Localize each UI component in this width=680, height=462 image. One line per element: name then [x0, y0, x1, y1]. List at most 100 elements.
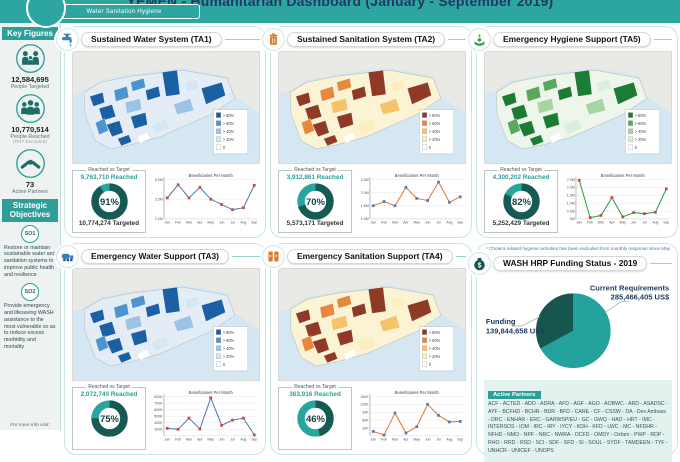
latrine-icon [262, 244, 285, 268]
svg-text:0: 0 [223, 362, 226, 367]
svg-text:Jun: Jun [219, 221, 225, 225]
yemen-choropleth-map: > 80% > 60% > 40% > 20% 0 [278, 51, 466, 164]
svg-text:60K: 60K [362, 418, 369, 422]
panel-ta1: Sustained Water System (TA1) > 80% > 60% > … [56, 26, 266, 238]
header-rule [650, 262, 672, 264]
svg-text:Jul: Jul [230, 221, 235, 225]
handshake-icon [0, 148, 60, 179]
svg-text:150K: 150K [360, 395, 369, 399]
key-figure-2: 73 Active Partners [0, 148, 60, 195]
header-rule [653, 38, 672, 40]
yemen-choropleth-map: > 80% > 60% > 40% > 20% 0 [484, 51, 672, 164]
reached-vs-target-box: Reached vs Target 3,912,861 Reached 70% 5,5… [278, 167, 352, 233]
funding-value: 139,844,658 US$ [486, 327, 545, 336]
svg-text:Beneficiaries Per Month: Beneficiaries Per Month [395, 173, 440, 178]
svg-text:May: May [207, 221, 214, 225]
svg-text:2.0M: 2.0M [361, 191, 369, 195]
svg-text:600K: 600K [154, 408, 163, 412]
reached-vs-target-box: Reached vs Target 4,300,202 Reached 82% 5,2… [484, 167, 558, 233]
svg-text:Feb: Feb [175, 221, 181, 225]
svg-text:75%: 75% [99, 414, 119, 425]
svg-text:Aug: Aug [652, 221, 658, 225]
map-legend: > 80% > 60% > 40% > 20% 0 [419, 326, 455, 372]
strategic-objective-1: SO1 Restore or maintain sustainable water… [0, 224, 60, 279]
gauge-box-title: Reached vs Target [86, 384, 132, 390]
svg-text:> 40%: > 40% [635, 129, 647, 134]
svg-text:> 40%: > 40% [429, 346, 441, 351]
funding-pie-area: Current Requirements 285,466,405 US$ Fundi… [484, 274, 672, 378]
svg-text:500K: 500K [154, 414, 163, 418]
svg-text:Jun: Jun [425, 221, 431, 225]
svg-text:Mar: Mar [598, 221, 605, 225]
svg-text:Sep: Sep [457, 438, 463, 442]
monthly-chart-area: 0M 0.5M 1.0M 1.5M 2.0M 2.5M Beneficiaries Per … [562, 167, 672, 233]
svg-text:70%: 70% [305, 197, 325, 208]
header-rule [224, 38, 260, 40]
svg-text:Apr: Apr [609, 221, 615, 225]
svg-text:0.5M: 0.5M [567, 209, 575, 213]
sidebar-footer-note: For more info visit: [10, 423, 50, 428]
svg-text:Aug: Aug [240, 221, 246, 225]
svg-text:Jan: Jan [370, 438, 376, 442]
panel-title: Emergency Water Support (TA3) [81, 248, 229, 264]
svg-text:> 20%: > 20% [429, 354, 441, 359]
svg-text:700K: 700K [154, 401, 163, 405]
svg-text:5.0M: 5.0M [155, 178, 163, 182]
beneficiaries-per-month-chart: 0M 0.5M 1.0M 1.5M 2.0M 2.5M Beneficiaries Per … [567, 173, 670, 225]
yemen-choropleth-map: > 80% > 60% > 40% > 20% 0 [72, 51, 260, 164]
active-partners-heading: Active Partners [488, 391, 541, 399]
header-rule [455, 255, 466, 257]
key-figure-value: 73 [25, 180, 35, 190]
svg-text:Feb: Feb [381, 438, 387, 442]
svg-text:Feb: Feb [381, 221, 387, 225]
svg-text:Jul: Jul [436, 438, 441, 442]
header-rule [231, 255, 260, 257]
svg-text:3.5M: 3.5M [155, 197, 163, 201]
panel-bottom-row: Reached vs Target 363,916 Reached 46% 30K 60… [278, 384, 466, 450]
svg-text:0: 0 [635, 145, 638, 150]
panel-title: Sustained Sanitation System (TA2) [287, 31, 446, 47]
people-group-icon [0, 93, 60, 124]
svg-text:May: May [619, 221, 626, 225]
key-figure-1: 10,770,514 People Reached (RRT Excluded) [0, 93, 60, 145]
key-figure-label: Active Partners [12, 189, 48, 196]
panel-ta2: Sustained Sanitation System (TA2) > 80% > … [262, 26, 472, 238]
strategic-objective-2: SO2 Provide emergency and lifesaving WASH… [0, 282, 60, 351]
svg-text:> 60%: > 60% [223, 121, 235, 126]
svg-text:82%: 82% [511, 197, 531, 208]
targeted-value: 5,252,429 Targeted [492, 220, 550, 227]
panel-title: Sustained Water System (TA1) [81, 31, 222, 47]
svg-text:90K: 90K [362, 411, 369, 415]
svg-text:800K: 800K [154, 395, 163, 399]
svg-text:0M: 0M [570, 217, 575, 221]
svg-text:> 20%: > 20% [635, 137, 647, 142]
svg-text:Beneficiaries Per Month: Beneficiaries Per Month [395, 390, 440, 395]
so-text: Restore or maintain sustainable water an… [4, 244, 56, 279]
svg-text:Feb: Feb [587, 221, 593, 225]
reached-donut-gauge: 46% [296, 400, 334, 437]
svg-text:Jul: Jul [436, 221, 441, 225]
so-badge: SO2 [21, 282, 39, 301]
targeted-value: 10,774,274 Targeted [78, 220, 140, 227]
panel-header: Emergency Water Support (TA3) [56, 244, 260, 268]
yemen-choropleth-map: > 80% > 60% > 40% > 20% 0 [278, 268, 466, 381]
hygiene-hand-icon [468, 27, 491, 51]
funding-label: Funding [486, 317, 516, 326]
active-partners-box: Active Partners ACF - ACTED - ADO - ADRA … [484, 380, 672, 462]
key-figures-heading: Key Figures [2, 27, 58, 41]
reached-vs-target-box: Reached vs Target 2,072,740 Reached 75% [72, 384, 146, 450]
svg-text:Sep: Sep [251, 438, 257, 442]
gauge-box-title: Reached vs Target [498, 167, 544, 173]
beneficiaries-per-month-chart: 1.0M 1.5M 2.0M 2.5M Beneficiaries Per Month J… [361, 173, 464, 225]
svg-text:Aug: Aug [240, 438, 246, 442]
svg-text:> 60%: > 60% [635, 121, 647, 126]
header-rule [448, 38, 466, 40]
svg-text:Sep: Sep [663, 221, 669, 225]
key-figures-list: 12,584,695 People Targeted 10,770,514 Peopl… [0, 43, 60, 195]
svg-text:Apr: Apr [197, 438, 203, 442]
reached-value: 3,912,861 Reached [286, 174, 344, 181]
svg-text:1.0M: 1.0M [361, 217, 369, 221]
strategic-objectives-list: SO1 Restore or maintain sustainable water… [0, 224, 60, 352]
